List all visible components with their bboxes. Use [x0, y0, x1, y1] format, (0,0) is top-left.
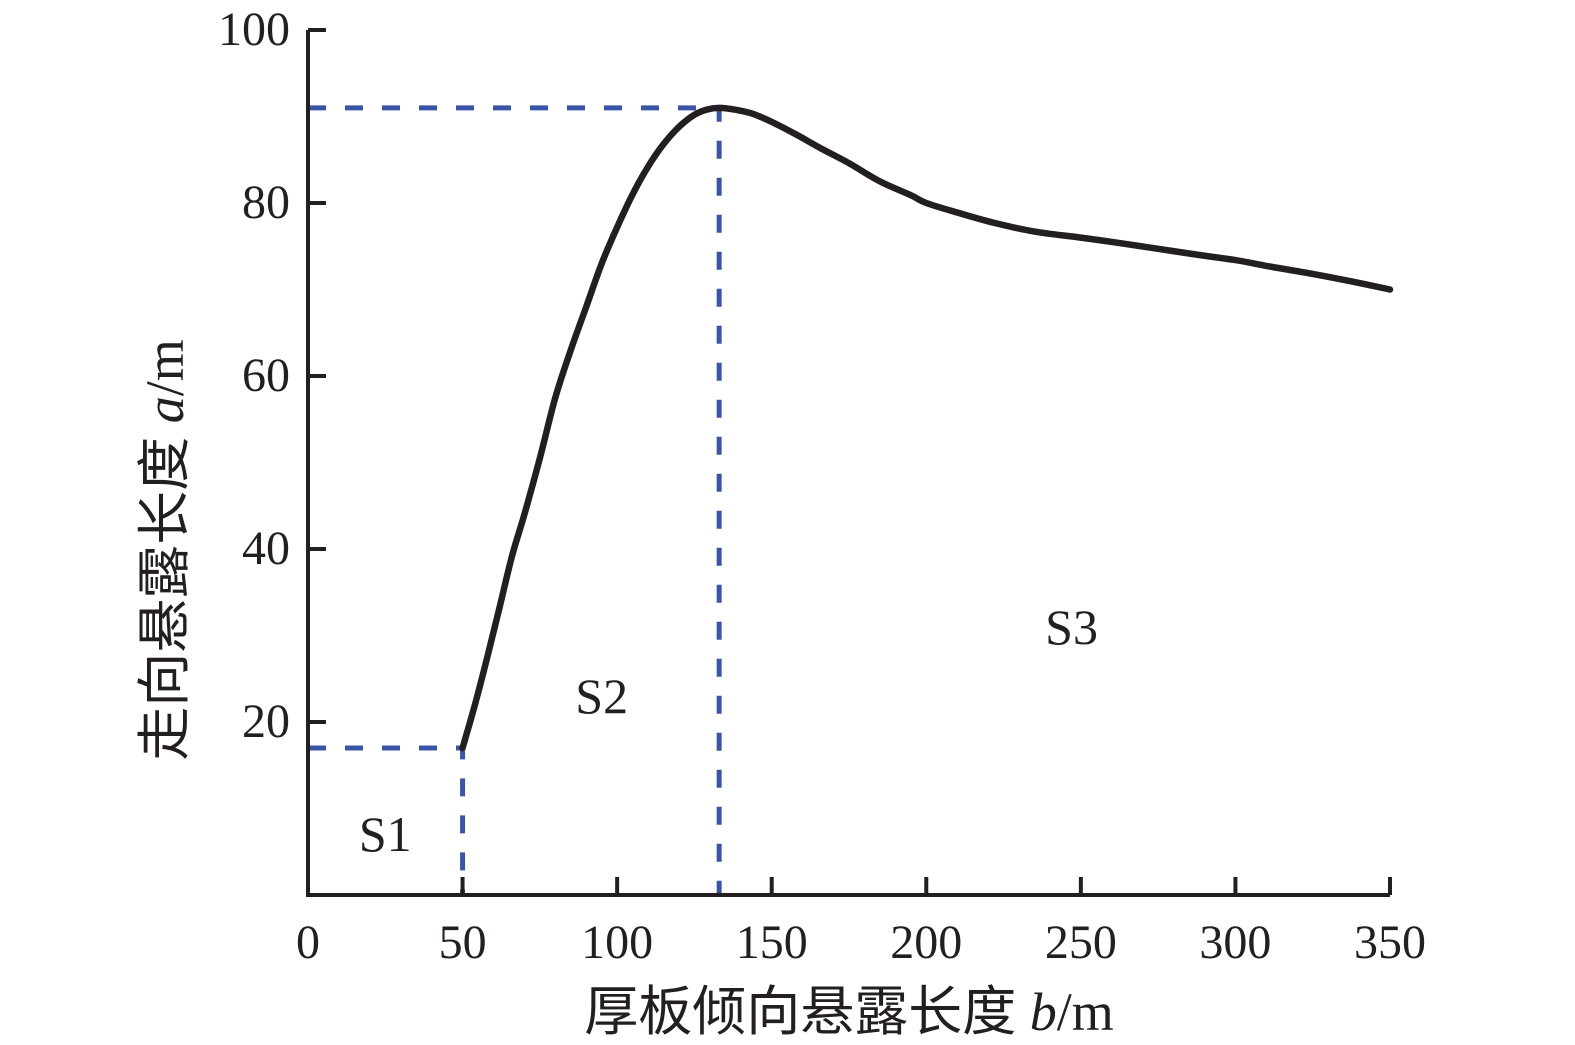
x-tick-label: 0	[296, 916, 320, 969]
y-axis-unit: /m	[135, 339, 195, 397]
region-label-s2: S2	[575, 668, 629, 725]
x-axis-variable: b	[1029, 982, 1057, 1042]
x-tick-label: 50	[438, 916, 487, 969]
x-tick-label: 350	[1354, 916, 1426, 969]
y-axis-label-text: 走向悬露长度	[135, 423, 195, 761]
x-axis-label-text: 厚板倾向悬露长度	[584, 982, 1030, 1042]
region-label-s1: S1	[358, 806, 412, 863]
x-axis-unit: /m	[1056, 982, 1114, 1042]
x-tick-label: 250	[1044, 916, 1117, 969]
y-tick-label: 60	[242, 349, 290, 402]
x-tick-label: 300	[1199, 916, 1272, 969]
guide-dashed-line	[308, 105, 722, 895]
y-tick-label: 100	[218, 3, 290, 56]
region-label-s3: S3	[1045, 598, 1098, 655]
data-curve	[459, 104, 1394, 752]
y-tick-label: 20	[242, 695, 290, 748]
axes-spine	[306, 30, 1390, 897]
x-tick-label: 200	[890, 916, 963, 969]
y-tick-label: 80	[242, 176, 290, 229]
x-tick-label: 150	[735, 916, 808, 969]
y-axis-label: 走向悬露长度 a/m	[135, 339, 195, 761]
x-axis-label: 厚板倾向悬露长度 b/m	[584, 985, 1114, 1039]
x-tick-label: 100	[581, 916, 654, 969]
y-axis-variable: a	[135, 396, 195, 424]
y-tick-label: 40	[242, 522, 290, 575]
